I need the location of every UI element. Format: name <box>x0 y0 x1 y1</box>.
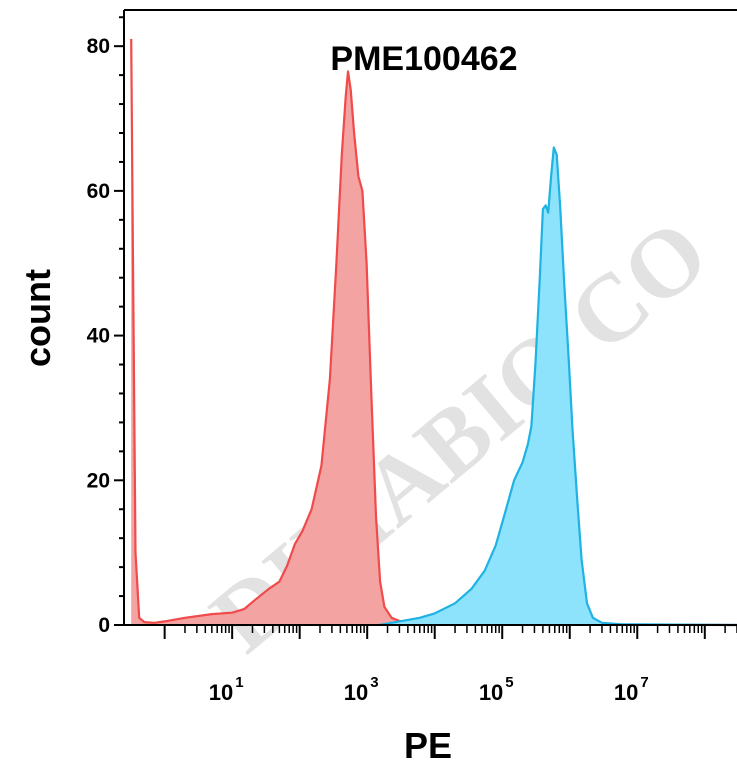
series-1-line <box>130 38 737 627</box>
y-tick-label: 0 <box>98 614 110 637</box>
x-tick-labels: 10 1 10 3 10 5 10 7 <box>209 674 649 705</box>
plot-series <box>130 38 737 627</box>
x-tick-label: 10 3 <box>344 674 379 705</box>
series-2-line <box>378 146 737 627</box>
x-tick-label: 10 5 <box>479 674 514 705</box>
y-axis-title: count <box>17 269 58 367</box>
chart-title: PME100462 <box>330 40 517 78</box>
y-tick-label: 60 <box>87 180 110 203</box>
x-tick-label: 10 1 <box>209 674 244 705</box>
x-tick-label: 10 7 <box>614 674 649 705</box>
x-axis-title: PE <box>404 725 452 764</box>
series-2-area <box>379 147 737 625</box>
axes <box>114 9 737 639</box>
y-tick-label: 80 <box>87 35 110 58</box>
y-tick-labels: 0 20 40 60 80 <box>87 35 110 637</box>
y-tick-label: 20 <box>87 469 110 492</box>
y-tick-label: 40 <box>87 325 110 348</box>
